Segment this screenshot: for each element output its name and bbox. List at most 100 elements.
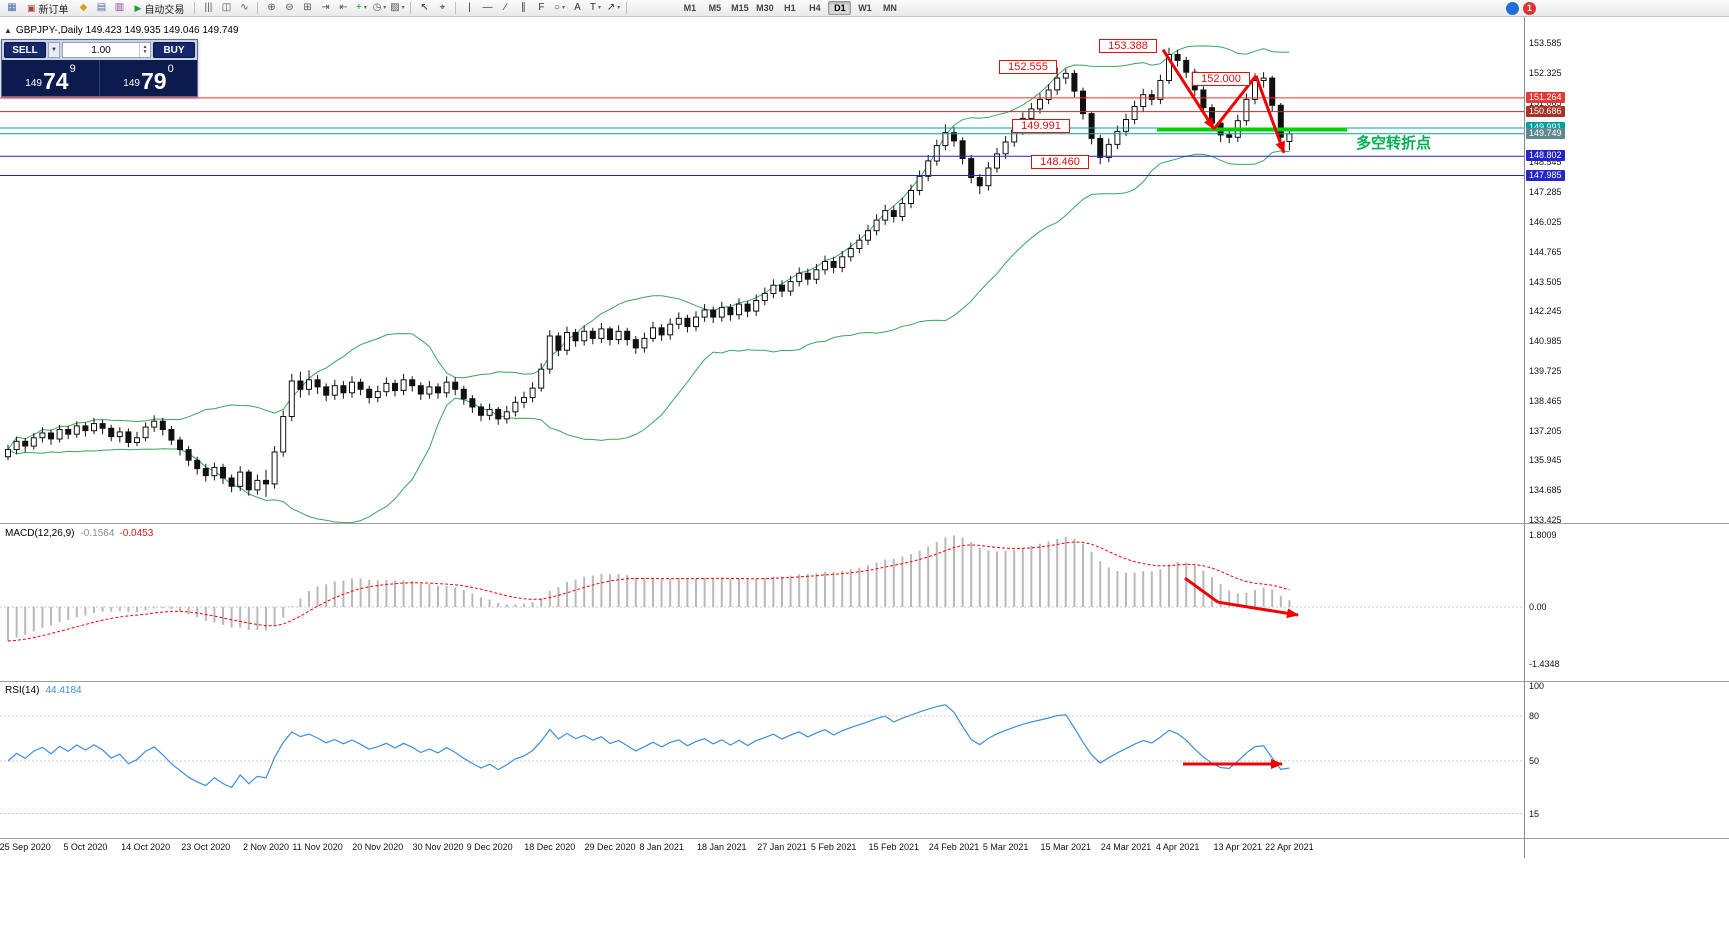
- new-order-button[interactable]: ▣ 新订单: [21, 1, 75, 16]
- chart-symbol-icon: ▲: [4, 26, 12, 35]
- bid-price[interactable]: 149 74 9: [2, 60, 99, 96]
- date-axis[interactable]: 25 Sep 2020 5 Oct 2020 14 Oct 2020 23 Oct 2…: [0, 839, 1524, 857]
- tile-windows-icon[interactable]: ⊞: [303, 2, 312, 13]
- price-chart-canvas[interactable]: [0, 16, 1524, 524]
- buy-button[interactable]: BUY: [153, 42, 195, 58]
- text-icon[interactable]: A: [574, 2, 581, 13]
- date-axis-label: 18 Jan 2021: [697, 842, 747, 852]
- date-axis-label: 25 Sep 2020: [0, 842, 51, 852]
- shapes-icon[interactable]: ○ ▾: [553, 2, 565, 13]
- bid-ask-display: 149 74 9 149 79 0: [2, 60, 197, 96]
- toolbar: ▦ ▣ 新订单 ◆ ▤ ▥ ▶ 自动交易 ||| ◫ ∿ ⊕ ⊖ ⊞ ⇥ ⇤ + ▾ ◷ ▾ ▨ ▾ ↖ ⌖ | — ∕ ∥ F ○ ▾ A T…: [0, 0, 1729, 17]
- stepper-down-icon[interactable]: ▼: [142, 49, 148, 55]
- ask-price[interactable]: 149 79 0: [100, 60, 197, 96]
- horizontal-line-icon[interactable]: —: [482, 2, 493, 13]
- macd-panel-canvas[interactable]: [0, 524, 1524, 680]
- stepper-up-icon[interactable]: ▲: [142, 44, 148, 50]
- price-callout: 148.460: [1031, 154, 1089, 169]
- price-axis-label: 152.325: [1529, 67, 1562, 78]
- order-options-dropdown[interactable]: ▼: [48, 42, 60, 58]
- auto-trading-button[interactable]: ▶ 自动交易: [129, 1, 191, 16]
- price-axis-label: 143.505: [1529, 276, 1562, 287]
- rsi-panel-canvas[interactable]: [0, 682, 1524, 838]
- date-axis-label: 9 Dec 2020: [466, 842, 513, 852]
- one-click-trading-widget: SELL ▼ ▲▼ BUY 149 74 9 149 79 0: [1, 39, 198, 97]
- price-axis-label: 134.685: [1529, 485, 1562, 496]
- ask-prefix: 149: [123, 78, 140, 89]
- indicators-icon[interactable]: + ▾: [356, 2, 367, 13]
- trend-arrow: [1161, 48, 1216, 130]
- bollinger-upper-band: [7, 45, 1290, 450]
- timeframe-d1[interactable]: D1: [828, 1, 852, 15]
- macd-axis-label: -1.4348: [1529, 659, 1560, 670]
- line-chart-icon[interactable]: ∿: [240, 2, 249, 13]
- arrows-icon[interactable]: ↗ ▾: [606, 2, 621, 13]
- timeframe-m5[interactable]: M5: [708, 3, 722, 13]
- date-axis-label: 5 Oct 2020: [63, 842, 108, 852]
- macd-indicator-label: MACD(12,26,9) -0.1564 -0.0453: [5, 528, 153, 539]
- panel-separator[interactable]: [0, 681, 1729, 682]
- volume-stepper[interactable]: ▲ ▼: [139, 43, 150, 57]
- sell-button[interactable]: SELL: [4, 42, 46, 58]
- notification-badge[interactable]: 1: [1523, 1, 1536, 15]
- date-axis-label: 22 Apr 2021: [1265, 842, 1314, 852]
- chevron-down-icon: ▾: [561, 5, 565, 11]
- auto-trading-button-label: 自动交易: [144, 4, 185, 16]
- candlestick-chart-icon[interactable]: ◫: [221, 2, 232, 13]
- date-axis-label: 2 Nov 2020: [242, 842, 290, 852]
- date-axis-label: 24 Mar 2021: [1100, 842, 1152, 852]
- price-axis-label: 140.985: [1529, 336, 1562, 347]
- date-axis-label: 23 Oct 2020: [181, 842, 231, 852]
- fibonacci-icon[interactable]: F: [538, 2, 545, 13]
- cursor-icon[interactable]: ↖: [420, 2, 429, 13]
- ask-pip-digit: 0: [167, 63, 174, 75]
- rsi-axis-label: 100: [1529, 681, 1545, 691]
- bar-chart-icon[interactable]: |||: [204, 2, 213, 13]
- auto-scroll-icon[interactable]: ⇥: [321, 2, 330, 13]
- channel-icon[interactable]: ∥: [520, 2, 526, 13]
- price-divider: [99, 60, 100, 96]
- date-axis-label: 13 Apr 2021: [1213, 842, 1263, 852]
- volume-input[interactable]: [63, 44, 139, 56]
- market-watch-icon[interactable]: ▤: [96, 2, 107, 13]
- price-axis-label: 133.425: [1529, 515, 1562, 525]
- templates-icon[interactable]: ▨ ▾: [390, 2, 405, 13]
- timeframe-w1[interactable]: W1: [858, 3, 872, 13]
- date-axis-label: 15 Mar 2021: [1040, 842, 1092, 852]
- trendline-icon[interactable]: ∕: [504, 2, 507, 13]
- toolbar-separator: [455, 2, 457, 14]
- community-badge[interactable]: [1506, 1, 1519, 15]
- periods-icon[interactable]: ◷ ▾: [372, 2, 387, 13]
- timeframe-h4[interactable]: H4: [809, 3, 821, 13]
- price-callout: 149.991: [1012, 119, 1070, 134]
- highlighted-price-label: 150.686: [1526, 105, 1565, 117]
- alert-icon[interactable]: ◆: [79, 2, 88, 13]
- price-callout: 153.388: [1099, 39, 1157, 54]
- timeframe-mn[interactable]: MN: [882, 3, 897, 13]
- crosshair-icon[interactable]: ⌖: [439, 2, 446, 13]
- timeframe-m15[interactable]: M15: [731, 3, 749, 13]
- data-window-icon[interactable]: ▥: [114, 2, 125, 13]
- panel-separator[interactable]: [0, 523, 1729, 524]
- text-label-icon[interactable]: T ▾: [589, 2, 601, 13]
- timeframe-m1[interactable]: M1: [683, 3, 697, 13]
- price-axis-label: 144.765: [1529, 246, 1562, 257]
- zoom-out-icon[interactable]: ⊖: [285, 2, 294, 13]
- panel-separator: [0, 838, 1729, 839]
- date-axis-label: 24 Feb 2021: [928, 842, 980, 852]
- macd-axis-label: 1.8009: [1529, 529, 1557, 540]
- timeframe-h1[interactable]: H1: [784, 3, 796, 13]
- timeframe-m30[interactable]: M30: [756, 3, 774, 13]
- price-axis[interactable]: 153.585152.325151.065149.805148.545147.2…: [1524, 16, 1729, 858]
- chart-shift-icon[interactable]: ⇤: [339, 2, 348, 13]
- rsi-axis-label: 80: [1529, 711, 1540, 721]
- chevron-down-icon: ▾: [383, 5, 387, 11]
- new-chart-icon[interactable]: ▦: [7, 2, 17, 13]
- price-axis-label: 139.725: [1529, 365, 1562, 376]
- new-order-button-label: 新订单: [38, 4, 69, 16]
- chevron-down-icon: ▾: [597, 5, 601, 11]
- vertical-line-icon[interactable]: |: [468, 2, 471, 13]
- macd-signal-line: [7, 541, 1290, 642]
- zoom-in-icon[interactable]: ⊕: [267, 2, 276, 13]
- toolbar-separator: [626, 2, 628, 14]
